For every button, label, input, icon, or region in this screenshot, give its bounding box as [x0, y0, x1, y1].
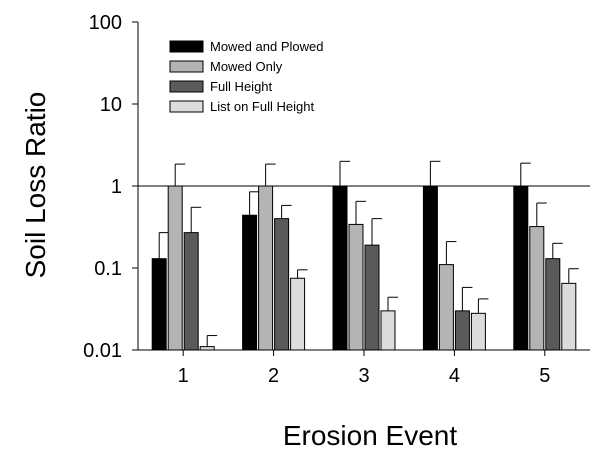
bar: [561, 282, 577, 351]
y-tick-label: 0.01: [83, 340, 122, 362]
bar: [332, 185, 348, 351]
x-tick-label: 3: [358, 365, 369, 387]
bar: [290, 277, 306, 351]
bar: [454, 310, 470, 351]
bar: [151, 258, 167, 351]
y-axis-title: Soil Loss Ratio: [20, 92, 51, 279]
bar: [545, 258, 561, 351]
bar: [513, 185, 529, 351]
legend-label: Mowed Only: [210, 59, 283, 74]
bar: [438, 264, 454, 351]
bar: [529, 226, 545, 351]
bar: [364, 244, 380, 351]
legend-swatch: [169, 100, 204, 113]
legend-label: Mowed and Plowed: [210, 39, 323, 54]
legend-swatch: [169, 40, 204, 53]
bars-layer: [151, 160, 579, 351]
legend-swatch: [169, 80, 204, 93]
y-tick-label: 1: [111, 176, 122, 198]
bar: [199, 346, 215, 351]
x-axis-title: Erosion Event: [283, 420, 458, 451]
bar: [242, 214, 258, 351]
bar: [348, 223, 364, 351]
x-tick-label: 5: [539, 365, 550, 387]
legend-label: List on Full Height: [210, 99, 314, 114]
x-tick-label: 2: [268, 365, 279, 387]
bar: [380, 310, 396, 351]
bar: [167, 185, 183, 351]
legend-swatch: [169, 60, 204, 73]
y-tick-label: 10: [100, 94, 122, 116]
bar: [470, 312, 486, 351]
legend-label: Full Height: [210, 79, 273, 94]
legend: Mowed and Plowed Mowed Only Full Height Lis…: [169, 39, 323, 114]
y-tick-label: 0.1: [94, 258, 122, 280]
x-tick-label: 4: [449, 365, 460, 387]
x-tick-label: 1: [178, 365, 189, 387]
bar: [274, 218, 290, 351]
bar: [258, 185, 274, 351]
ticks-layer: 0.01 0.1 1 10 100 1 2 3 4 5: [83, 12, 550, 387]
bar: [183, 232, 199, 351]
y-tick-label: 100: [89, 12, 122, 34]
bar: [422, 185, 438, 351]
